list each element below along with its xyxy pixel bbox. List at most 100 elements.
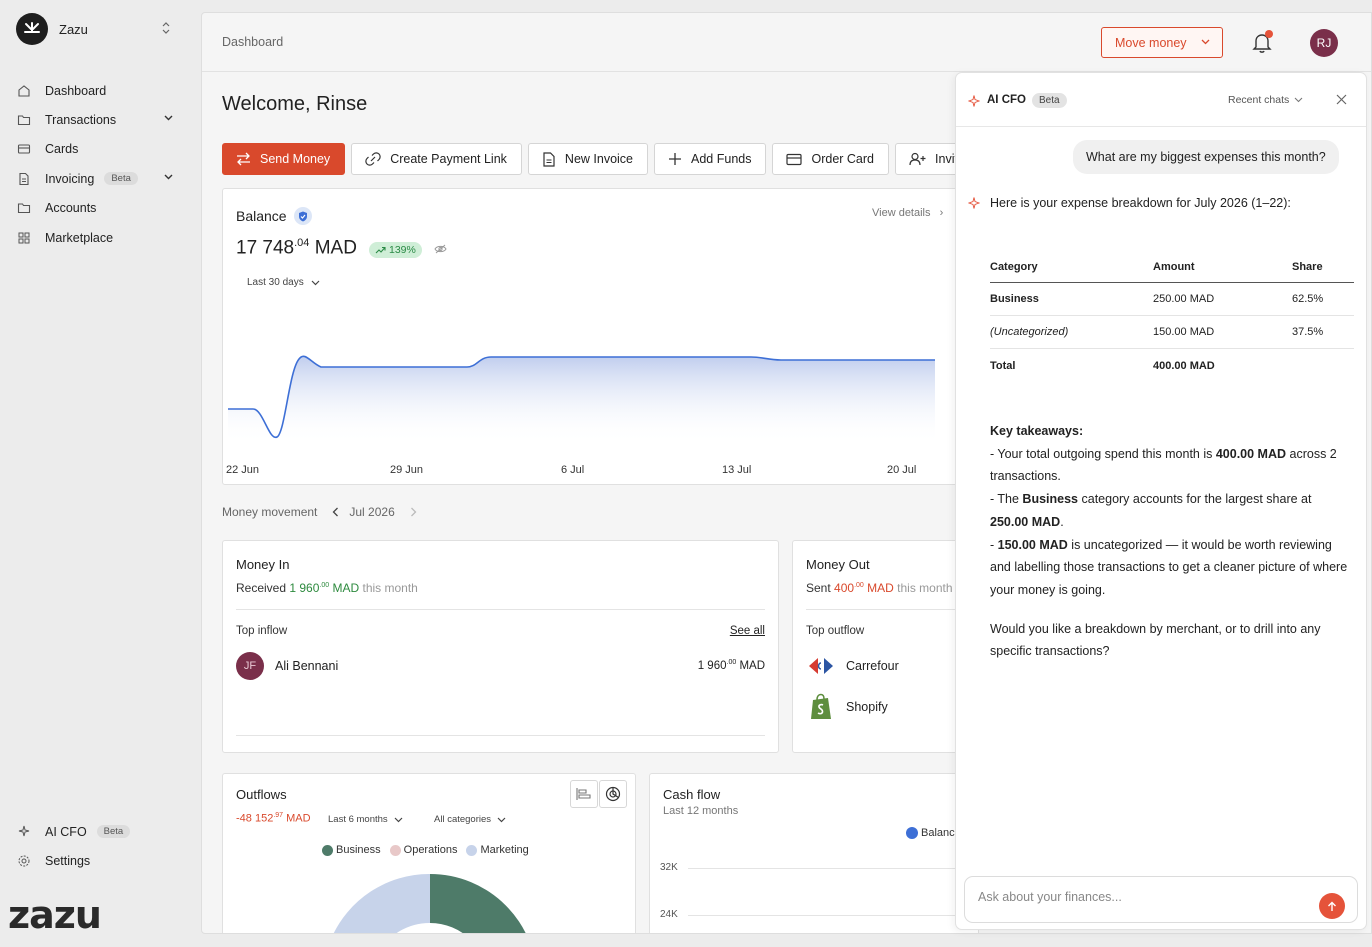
balance-amount-int: 17 748	[236, 237, 295, 259]
cashflow-card: Cash flow Last 12 months Balance 32K 24K	[649, 773, 979, 933]
sidebar-item-transactions[interactable]: Transactions	[0, 105, 200, 134]
balance-title: Balance	[236, 207, 312, 225]
see-all-link[interactable]: See all	[729, 625, 765, 637]
new-invoice-button[interactable]: New Invoice	[527, 143, 649, 175]
table-cell: 400.00 MAD	[1153, 359, 1215, 372]
gear-icon	[18, 855, 30, 867]
balance-card: Balance View details › 17 748.04 MAD 139…	[222, 188, 962, 485]
legend-item: Business	[322, 844, 381, 856]
chevron-down-icon[interactable]	[164, 174, 173, 180]
merchant-row[interactable]: Carrefour	[806, 651, 899, 681]
sidebar-item-settings[interactable]: Settings	[0, 846, 200, 875]
merchant-row[interactable]: Shopify	[806, 692, 888, 722]
pie-chart-icon	[605, 786, 621, 802]
inflow-name[interactable]: Ali Bennani	[275, 659, 339, 673]
sparkle-icon	[18, 825, 30, 836]
chat-input[interactable]	[978, 890, 1298, 904]
chevron-down-icon	[394, 817, 403, 822]
quick-actions: Send Money Create Payment Link New Invoi…	[222, 143, 980, 175]
topbar: Dashboard Move money RJ	[202, 13, 1371, 72]
range-label: Last 30 days	[247, 277, 304, 288]
cashflow-title: Cash flow	[663, 787, 721, 802]
ai-panel-title: AI CFO	[987, 94, 1026, 106]
legend-swatch	[322, 844, 333, 856]
table-cell: 250.00 MAD	[1153, 293, 1215, 305]
outflows-range-dropdown[interactable]: Last 6 months	[328, 814, 403, 825]
view-details-label: View details	[872, 207, 931, 219]
sidebar-item-ai-cfo[interactable]: AI CFO Beta	[0, 817, 200, 846]
cashflow-subtitle: Last 12 months	[663, 805, 739, 817]
gridline	[688, 915, 978, 916]
sidebar-bottom-nav: AI CFO Beta Settings	[0, 817, 200, 876]
column-header: Category	[990, 260, 1038, 273]
inflow-amount: 1 960.00 MAD	[698, 659, 765, 672]
avatar: JF	[236, 652, 264, 680]
legend-label: Operations	[403, 844, 458, 856]
legend-swatch	[389, 844, 401, 856]
table-row: (Uncategorized) 150.00 MAD 37.5%	[990, 316, 1354, 349]
x-axis-label: 13 Jul	[722, 464, 752, 476]
add-funds-button[interactable]: Add Funds	[654, 143, 767, 175]
chevron-down-icon	[1201, 39, 1210, 45]
legend-label: Business	[336, 844, 381, 856]
money-out-title: Money Out	[806, 557, 870, 572]
sparkle-icon	[968, 95, 980, 107]
sidebar-item-cards[interactable]: Cards	[0, 135, 200, 164]
recent-chats-dropdown[interactable]: Recent chats	[1228, 94, 1303, 106]
sidebar-item-label: Transactions	[45, 113, 117, 128]
notification-dot	[1265, 30, 1273, 38]
chevron-left-icon[interactable]	[332, 507, 339, 517]
inflow-currency: MAD	[739, 659, 765, 672]
close-icon[interactable]	[1336, 94, 1347, 105]
sidebar-item-invoicing[interactable]: Invoicing Beta	[0, 164, 200, 193]
chevron-down-icon	[311, 280, 320, 285]
workspace-switcher[interactable]: Zazu	[16, 13, 186, 45]
table-cell: Business	[990, 293, 1039, 305]
outflows-category-dropdown[interactable]: All categories	[434, 814, 506, 825]
sidebar-item-accounts[interactable]: Accounts	[0, 194, 200, 223]
divider	[806, 609, 978, 610]
x-axis-label: 29 Jun	[390, 464, 424, 476]
plus-icon	[669, 153, 682, 165]
balance-range-dropdown[interactable]: Last 30 days	[247, 277, 320, 288]
sidebar-item-dashboard[interactable]: Dashboard	[0, 76, 200, 105]
chevron-down-icon[interactable]	[164, 115, 173, 121]
takeaway-text: category accounts for the largest share …	[1078, 492, 1312, 507]
legend-label: Balance	[921, 827, 961, 839]
send-money-button[interactable]: Send Money	[222, 143, 346, 175]
money-out-amount: 400.00 MAD	[834, 581, 894, 595]
shopify-logo-icon	[806, 692, 836, 722]
order-card-button[interactable]: Order Card	[772, 143, 890, 175]
column-header: Share	[1292, 260, 1323, 273]
top-outflow-label: Top outflow	[806, 625, 865, 637]
bar-view-toggle[interactable]	[570, 780, 598, 808]
balance-area	[228, 356, 935, 444]
card-icon	[17, 144, 31, 155]
outflows-amount-dec: .97	[273, 812, 284, 819]
table-cell: 62.5%	[1292, 293, 1324, 305]
money-movement-label: Money movement	[222, 505, 318, 519]
legend-swatch	[466, 844, 478, 856]
pie-view-toggle[interactable]	[599, 780, 627, 808]
money-out-currency: MAD	[867, 581, 894, 595]
takeaway-text: - Your total outgoing spend this month i…	[990, 446, 1216, 461]
eye-off-icon[interactable]	[434, 244, 447, 254]
gridline	[688, 868, 978, 869]
merchant-name: Carrefour	[846, 659, 899, 673]
send-button[interactable]	[1319, 893, 1345, 919]
legend-item: Marketing	[466, 844, 529, 856]
notification-bell-icon[interactable]	[1252, 32, 1272, 54]
user-message: What are my biggest expenses this month?	[1073, 140, 1339, 174]
new-invoice-label: New Invoice	[564, 152, 634, 166]
recent-chats-label: Recent chats	[1228, 94, 1290, 106]
inflow-amount-dec: .00	[726, 659, 737, 666]
view-details-link[interactable]: View details ›	[872, 207, 943, 219]
chevron-right-icon[interactable]	[410, 507, 417, 517]
move-money-button[interactable]: Move money	[1101, 27, 1223, 58]
table-row: Business 250.00 MAD 62.5%	[990, 283, 1354, 316]
sidebar-item-label: Accounts	[45, 201, 97, 216]
sidebar-item-marketplace[interactable]: Marketplace	[0, 223, 200, 252]
create-payment-link-button[interactable]: Create Payment Link	[351, 143, 522, 175]
user-avatar[interactable]: RJ	[1310, 29, 1338, 57]
money-out-summary: Sent 400.00 MAD this month	[806, 581, 953, 595]
